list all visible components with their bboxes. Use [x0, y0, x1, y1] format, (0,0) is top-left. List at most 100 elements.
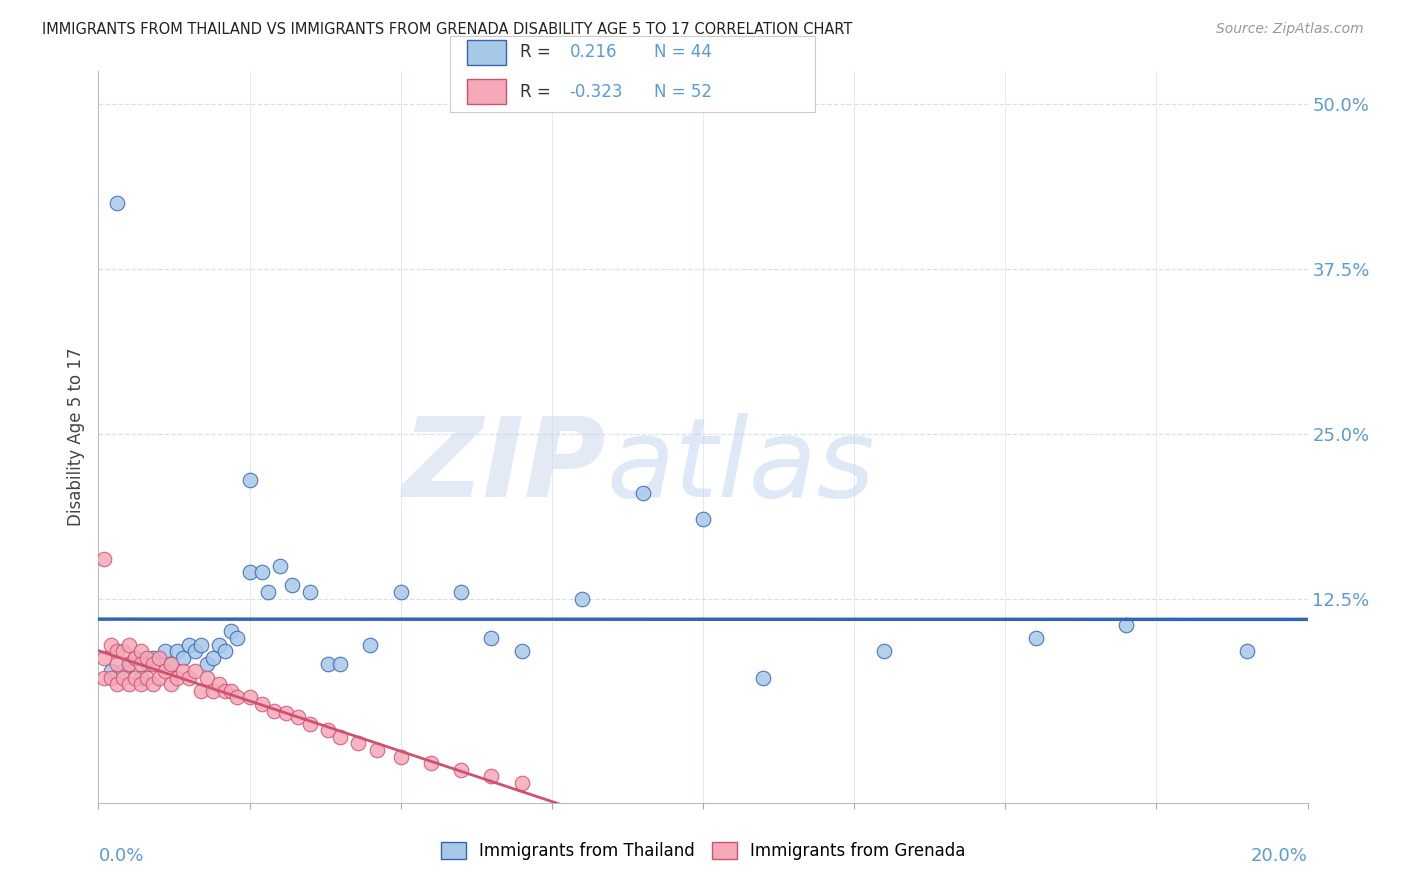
Point [118, 677, 141, 691]
Point [129, 644, 152, 658]
Point [481, 631, 503, 645]
Point [195, 657, 218, 672]
Point [153, 664, 176, 678]
Point [190, 683, 212, 698]
Point [208, 677, 231, 691]
Point [481, 769, 503, 783]
Point [93, 650, 115, 665]
Point [184, 644, 207, 658]
Point [118, 657, 141, 672]
Point [118, 638, 141, 652]
Point [142, 650, 165, 665]
Point [631, 486, 654, 500]
Point [160, 677, 183, 691]
Point [190, 638, 212, 652]
Point [347, 737, 370, 751]
Point [142, 677, 165, 691]
Point [172, 650, 194, 665]
Point [420, 756, 443, 771]
Point [1236, 644, 1258, 658]
Point [184, 664, 207, 678]
Point [105, 196, 128, 211]
Point [571, 591, 593, 606]
Point [160, 657, 183, 672]
Point [148, 650, 170, 665]
Point [250, 565, 273, 579]
Text: R =: R = [520, 83, 551, 101]
Y-axis label: Disability Age 5 to 17: Disability Age 5 to 17 [66, 348, 84, 526]
Point [450, 585, 472, 599]
Point [510, 776, 533, 790]
Point [269, 558, 291, 573]
Point [299, 716, 322, 731]
Point [274, 706, 297, 721]
Point [105, 657, 128, 672]
Text: atlas: atlas [606, 413, 875, 520]
Point [299, 585, 322, 599]
Point [160, 657, 183, 672]
Point [129, 671, 152, 685]
Point [329, 657, 352, 672]
Point [166, 644, 188, 658]
Point [287, 710, 309, 724]
Point [148, 657, 170, 672]
Point [111, 664, 134, 678]
Point [281, 578, 304, 592]
Point [329, 730, 352, 744]
Point [250, 697, 273, 711]
Point [214, 683, 236, 698]
Point [239, 690, 262, 705]
Point [93, 671, 115, 685]
Point [226, 690, 249, 705]
Point [221, 683, 243, 698]
Point [221, 624, 243, 639]
Text: 0.0%: 0.0% [98, 847, 143, 864]
Point [873, 644, 896, 658]
Point [100, 638, 122, 652]
Point [389, 585, 412, 599]
Text: 0.216: 0.216 [569, 43, 617, 62]
Text: IMMIGRANTS FROM THAILAND VS IMMIGRANTS FROM GRENADA DISABILITY AGE 5 TO 17 CORRE: IMMIGRANTS FROM THAILAND VS IMMIGRANTS F… [42, 22, 852, 37]
Point [105, 677, 128, 691]
Point [179, 671, 201, 685]
Point [1024, 631, 1046, 645]
Point [179, 638, 201, 652]
Text: -0.323: -0.323 [569, 83, 623, 101]
Point [239, 565, 262, 579]
Point [111, 671, 134, 685]
Point [256, 585, 278, 599]
Point [148, 671, 170, 685]
Point [93, 552, 115, 566]
Point [135, 671, 157, 685]
Text: N = 52: N = 52 [654, 83, 711, 101]
Point [1115, 618, 1137, 632]
Point [226, 631, 249, 645]
Point [129, 657, 152, 672]
Point [752, 671, 775, 685]
Point [316, 723, 339, 738]
Point [166, 671, 188, 685]
Point [214, 644, 236, 658]
Point [172, 664, 194, 678]
Point [135, 657, 157, 672]
Point [389, 749, 412, 764]
Point [195, 671, 218, 685]
Text: N = 44: N = 44 [654, 43, 711, 62]
Legend: Immigrants from Thailand, Immigrants from Grenada: Immigrants from Thailand, Immigrants fro… [440, 842, 966, 860]
Point [692, 512, 714, 526]
Point [111, 644, 134, 658]
Point [124, 650, 146, 665]
Point [153, 644, 176, 658]
Point [450, 763, 472, 777]
Text: Source: ZipAtlas.com: Source: ZipAtlas.com [1216, 22, 1364, 37]
Point [100, 671, 122, 685]
Point [316, 657, 339, 672]
Point [129, 677, 152, 691]
Point [239, 473, 262, 487]
Point [100, 664, 122, 678]
Point [118, 657, 141, 672]
Point [124, 671, 146, 685]
Point [124, 650, 146, 665]
Point [366, 743, 388, 757]
Text: 20.0%: 20.0% [1251, 847, 1308, 864]
